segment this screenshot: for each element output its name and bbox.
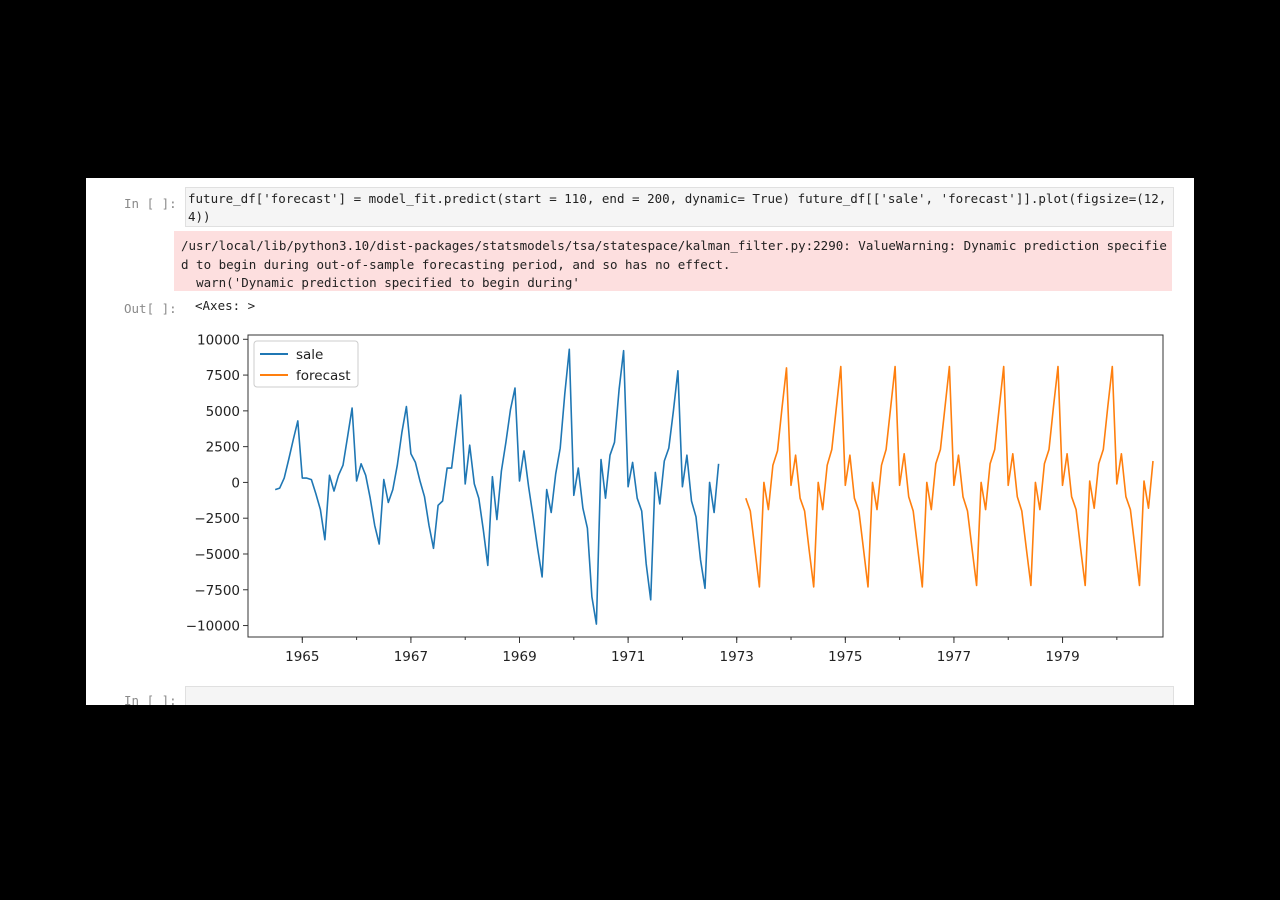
y-tick-label: 0 [231, 475, 240, 491]
x-tick-label: 1971 [611, 649, 645, 665]
x-tick-label: 1965 [285, 649, 319, 665]
y-tick-label: −10000 [186, 619, 240, 635]
y-tick-label: −5000 [194, 547, 240, 563]
y-tick-label: 2500 [206, 440, 240, 456]
notebook-area: In [ ]: future_df['forecast'] = model_fi… [86, 178, 1194, 705]
x-tick-label: 1967 [394, 649, 428, 665]
y-tick-label: −2500 [194, 511, 240, 527]
x-tick-label: 1969 [502, 649, 536, 665]
code-text[interactable]: future_df['forecast'] = model_fit.predic… [188, 191, 1174, 224]
x-tick-label: 1979 [1045, 649, 1079, 665]
stderr-output: /usr/local/lib/python3.10/dist-packages/… [174, 231, 1172, 291]
legend-label-forecast: forecast [296, 368, 351, 384]
empty-code-cell[interactable] [185, 686, 1174, 705]
code-input-cell[interactable]: future_df['forecast'] = model_fit.predic… [185, 187, 1174, 227]
series-line-sale [274, 348, 720, 625]
y-tick-label: −7500 [194, 583, 240, 599]
x-tick-label: 1977 [937, 649, 971, 665]
x-tick-label: 1973 [720, 649, 754, 665]
plot-frame [247, 334, 1164, 638]
y-tick-label: 5000 [206, 404, 240, 420]
y-tick-label: 7500 [206, 368, 240, 384]
x-tick-label: 1975 [828, 649, 862, 665]
axes-repr-text: <Axes: > [195, 298, 256, 313]
out-prompt: Out[ ]: [124, 301, 177, 316]
y-tick-label: 10000 [197, 332, 240, 348]
in-prompt-next: In [ ]: [124, 693, 177, 705]
warning-text: /usr/local/lib/python3.10/dist-packages/… [181, 238, 1167, 290]
legend-label-sale: sale [296, 347, 323, 363]
in-prompt: In [ ]: [124, 196, 177, 211]
series-line-forecast [745, 365, 1154, 588]
line-chart: 10000 7500 5000 2500 0 −2500 −5000 −7500 −10000 1… [186, 332, 1164, 665]
